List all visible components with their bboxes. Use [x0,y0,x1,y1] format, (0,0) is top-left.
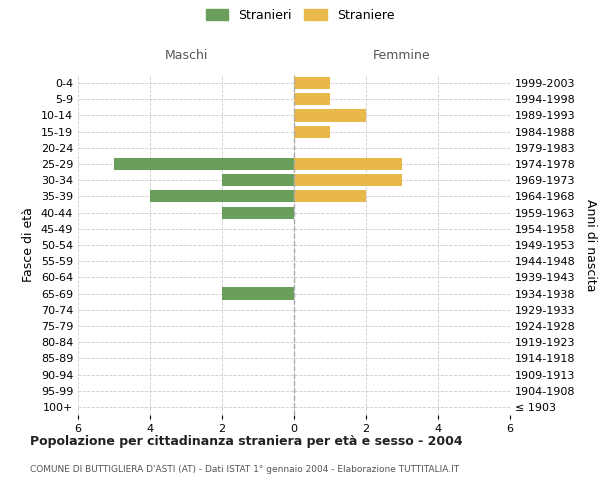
Bar [294,110,366,122]
Bar [294,174,402,186]
Y-axis label: Anni di nascita: Anni di nascita [584,198,597,291]
Bar [222,288,294,300]
Bar [294,190,366,202]
Bar [150,190,294,202]
Bar [294,93,330,106]
Y-axis label: Fasce di età: Fasce di età [22,208,35,282]
Text: Femmine: Femmine [373,50,431,62]
Bar [294,126,330,138]
Bar [114,158,294,170]
Bar [222,174,294,186]
Text: COMUNE DI BUTTIGLIERA D'ASTI (AT) - Dati ISTAT 1° gennaio 2004 - Elaborazione TU: COMUNE DI BUTTIGLIERA D'ASTI (AT) - Dati… [30,465,459,474]
Bar [294,158,402,170]
Legend: Stranieri, Straniere: Stranieri, Straniere [206,8,394,22]
Bar [294,77,330,89]
Text: Popolazione per cittadinanza straniera per età e sesso - 2004: Popolazione per cittadinanza straniera p… [30,435,463,448]
Bar [222,206,294,218]
Text: Maschi: Maschi [164,50,208,62]
